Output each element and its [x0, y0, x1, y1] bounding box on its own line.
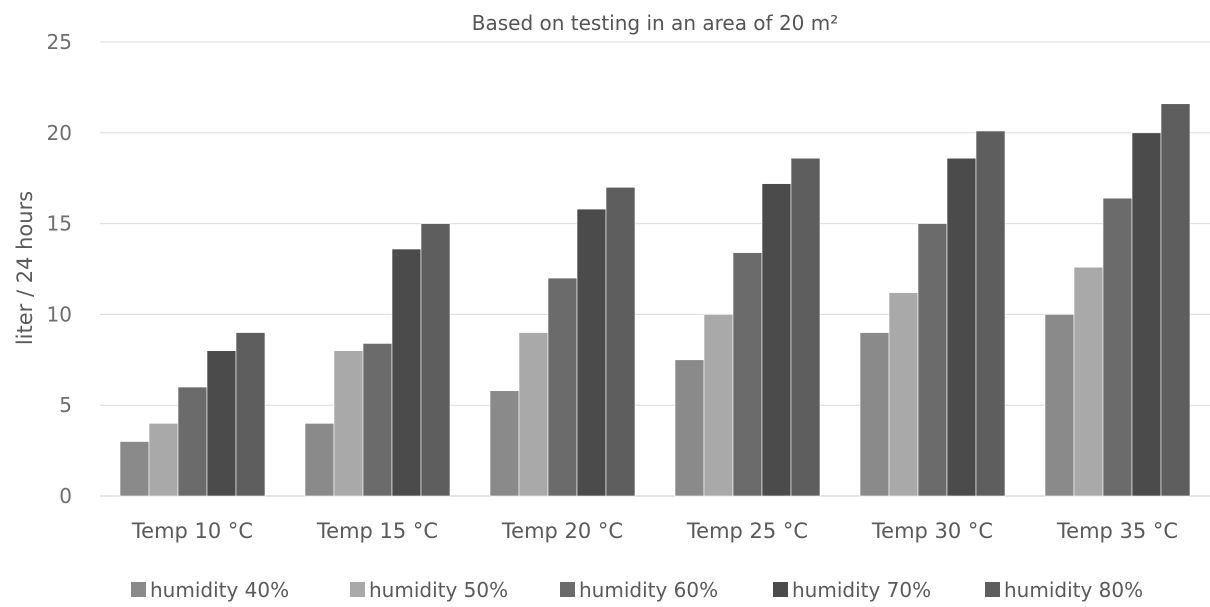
y-axis-ticks: 0 5 10 15 20 25	[47, 30, 72, 508]
x-category-label: Temp 15 °C	[316, 519, 438, 543]
bar	[975, 130, 1006, 497]
legend-swatch	[131, 582, 146, 597]
legend-swatch	[350, 582, 365, 597]
legend-swatch	[773, 582, 788, 597]
x-axis-categories: Temp 10 °C Temp 15 °C Temp 20 °C Temp 25 °C…	[131, 519, 1178, 543]
bar	[732, 252, 763, 497]
legend-swatch	[560, 582, 575, 597]
chart-subtitle: Based on testing in an area of 20 m²	[472, 11, 839, 35]
y-tick-label: 10	[47, 302, 72, 326]
bar	[333, 350, 364, 497]
gridlines	[100, 41, 1210, 497]
y-axis-title: liter / 24 hours	[13, 191, 37, 345]
legend-label: humidity 80%	[1004, 578, 1143, 602]
bar	[391, 248, 422, 497]
bar	[547, 277, 578, 497]
y-tick-label: 25	[47, 30, 72, 54]
legend-swatch	[985, 582, 1000, 597]
bar	[489, 390, 520, 497]
legend-label: humidity 50%	[369, 578, 508, 602]
legend-label: humidity 40%	[150, 578, 289, 602]
bar	[605, 186, 636, 497]
legend: humidity 40% humidity 50% humidity 60% humi…	[131, 578, 1143, 602]
bar	[761, 183, 792, 497]
bar	[1073, 266, 1104, 497]
bar	[946, 157, 977, 497]
legend-label: humidity 60%	[579, 578, 718, 602]
x-category-label: Temp 20 °C	[501, 519, 623, 543]
x-category-label: Temp 10 °C	[131, 519, 253, 543]
x-category-label: Temp 30 °C	[871, 519, 993, 543]
y-tick-label: 5	[59, 393, 72, 417]
bar	[518, 332, 549, 497]
bar	[1044, 314, 1075, 497]
bar	[119, 441, 150, 497]
bars	[119, 103, 1191, 497]
legend-label: humidity 70%	[792, 578, 931, 602]
bar	[859, 332, 890, 497]
bar	[206, 350, 237, 497]
bar	[362, 343, 393, 497]
bar	[674, 359, 705, 497]
bar	[1102, 197, 1133, 497]
bar	[420, 223, 451, 497]
bar	[177, 386, 208, 497]
bar	[148, 423, 179, 497]
y-tick-label: 0	[59, 484, 72, 508]
bar	[1160, 103, 1191, 497]
bar	[1131, 132, 1162, 497]
bar	[235, 332, 266, 497]
bar	[917, 223, 948, 497]
bar	[576, 208, 607, 497]
bar	[304, 423, 335, 497]
bar	[888, 292, 919, 497]
y-tick-label: 20	[47, 121, 72, 145]
x-category-label: Temp 35 °C	[1056, 519, 1178, 543]
x-category-label: Temp 25 °C	[686, 519, 808, 543]
bar	[703, 314, 734, 497]
bar	[790, 157, 821, 497]
y-tick-label: 15	[47, 212, 72, 236]
